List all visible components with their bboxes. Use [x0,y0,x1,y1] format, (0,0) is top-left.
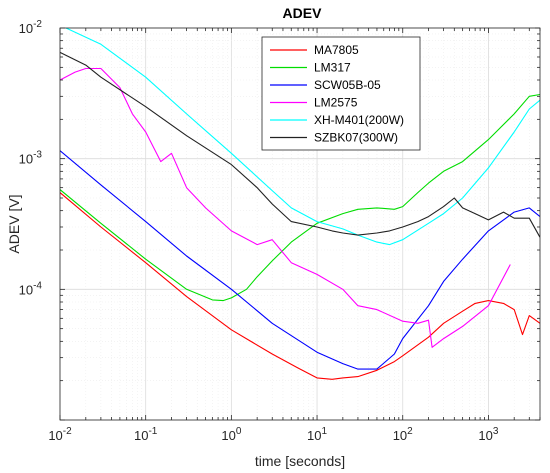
ticks [59,27,541,421]
plot-frame [59,27,541,421]
y-tick-label: 10-2 [19,19,43,36]
legend-box [261,36,421,151]
series-line-scw05b-05 [60,150,540,370]
legend-label: LM317 [314,61,351,75]
y-tick-label: 10-4 [19,280,43,297]
series-line-szbk07-300w- [60,51,540,238]
legend-label: SZBK07(300W) [314,131,398,145]
grid [59,27,541,421]
x-tick-label: 102 [393,426,413,443]
x-axis-label: time [seconds] [255,453,345,469]
x-tick-label: 10-1 [134,426,158,443]
x-tick-label: 10-2 [48,426,72,443]
x-tick-labels: 10-2 10-1 100 101 102 103 [48,426,499,443]
legend-label: LM2575 [314,96,358,110]
x-tick-label: 103 [478,426,498,443]
legend-label: SCW05B-05 [314,78,381,92]
legend: MA7805 LM317 SCW05B-05 LM2575 XH-M401(200W) S… [261,36,421,151]
series-line-lm2575 [60,67,511,348]
y-tick-label: 10-3 [19,150,43,167]
series-group [60,28,540,380]
x-tick-label: 100 [221,426,241,443]
series-line-lm317 [60,93,540,302]
series-line-xh-m401-200w- [64,28,540,246]
y-axis-label: ADEV [V] [6,194,22,253]
series-line-ma7805 [60,192,540,380]
x-tick-label: 101 [307,426,327,443]
y-tick-labels: 10-4 10-3 10-2 [19,19,43,297]
legend-label: MA7805 [314,43,359,57]
legend-label: XH-M401(200W) [314,113,404,127]
chart-title: ADEV [283,5,323,21]
